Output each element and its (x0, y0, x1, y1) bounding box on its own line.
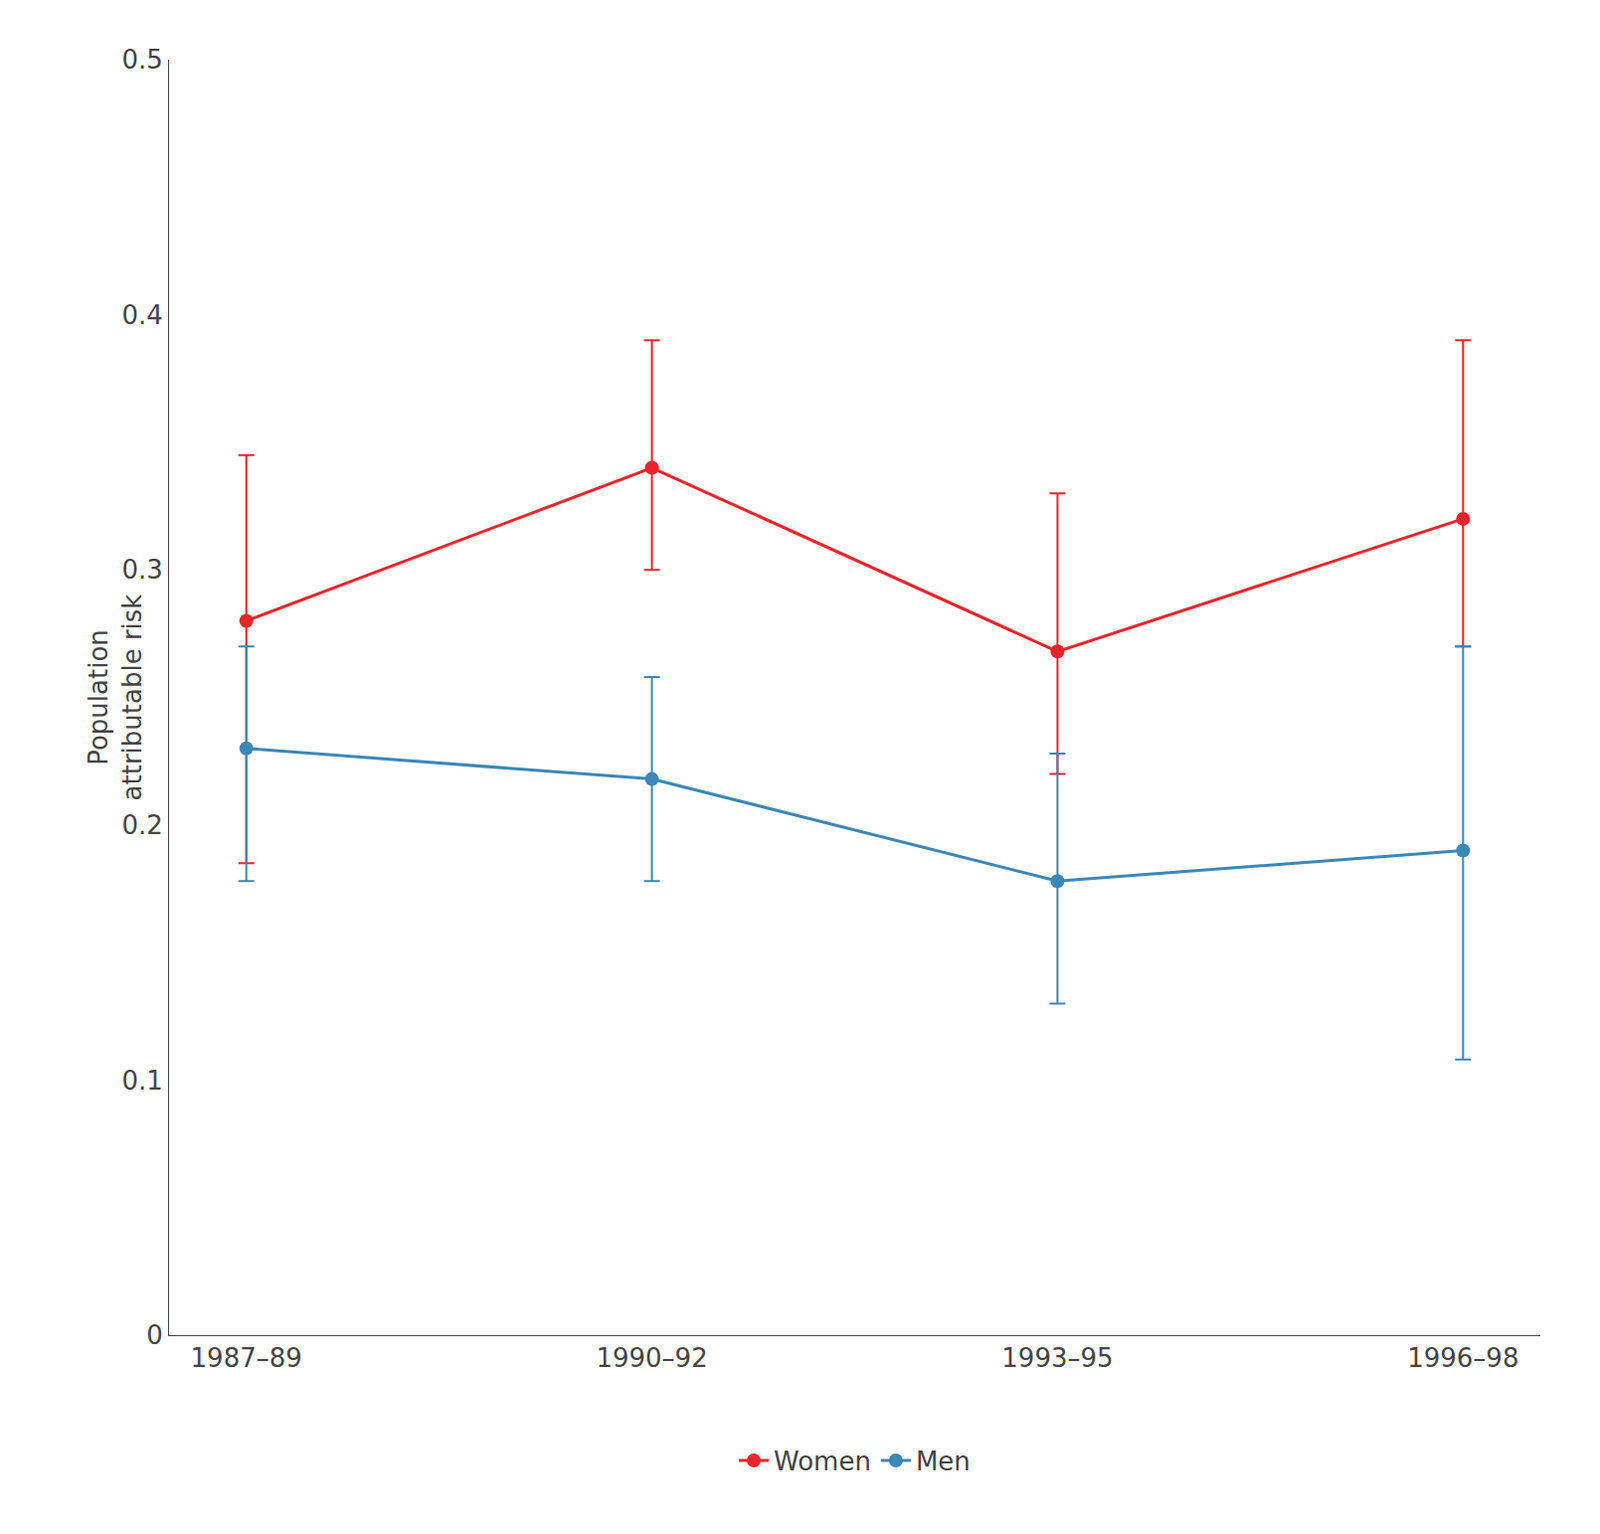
svg-text:0: 0 (146, 1320, 164, 1351)
svg-text:1996–98: 1996–98 (1407, 1343, 1519, 1374)
svg-text:1987–89: 1987–89 (190, 1343, 303, 1374)
svg-text:0.5: 0.5 (121, 44, 163, 75)
svg-text:0.3: 0.3 (121, 554, 163, 585)
svg-text:Women: Women (773, 1446, 872, 1477)
svg-text:1990–92: 1990–92 (595, 1343, 708, 1374)
svg-text:1993–95: 1993–95 (1001, 1343, 1113, 1374)
svg-text:Men: Men (915, 1446, 971, 1477)
svg-text:0.1: 0.1 (121, 1066, 163, 1096)
svg-text:0.2: 0.2 (121, 810, 163, 841)
svg-text:0.4: 0.4 (121, 300, 163, 331)
svg-text:Populationattributable risk: Populationattributable risk (83, 594, 148, 802)
